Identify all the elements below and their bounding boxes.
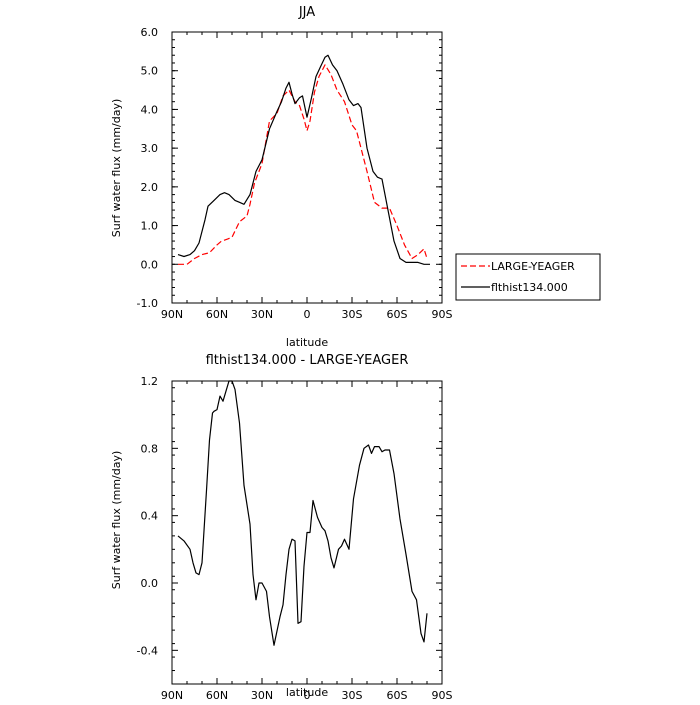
y-tick-label: 0.0	[141, 258, 159, 271]
x-tick-label: 60S	[387, 689, 408, 700]
series-layer	[177, 380, 428, 646]
y-tick-label: -1.0	[137, 297, 158, 310]
legend-label-large-yeager: LARGE-YEAGER	[491, 260, 575, 273]
x-tick-label: 30N	[251, 308, 273, 321]
series-line-difference	[177, 380, 428, 646]
x-tick-label: 30S	[342, 308, 363, 321]
x-tick-label: 90N	[161, 689, 183, 700]
y-tick-label: 0.0	[141, 577, 159, 590]
legend-box	[455, 253, 601, 301]
chart-panel-top: JJA 90N 60N 30N 0 30S 60S 90S -1.0 0.0 1.0 2.0 3.0…	[110, 5, 453, 349]
plot-frame	[171, 31, 443, 304]
x-tick-label: 60N	[206, 308, 228, 321]
x-tick-label: 0	[304, 308, 311, 321]
x-axis: 90N 60N 30N 0 30S 60S 90S	[161, 32, 453, 321]
legend-label-flthist134: flthist134.000	[491, 281, 568, 294]
x-tick-label: 30N	[251, 689, 273, 700]
y-tick-label: 1.2	[141, 375, 159, 388]
y-axis-label: Surf water flux (mm/day)	[110, 451, 123, 590]
x-tick-label: 90S	[432, 689, 453, 700]
x-axis: 90N 60N 30N 0 30S 60S 90S	[161, 381, 453, 702]
x-tick-label: 0	[304, 689, 311, 700]
y-tick-label: 0.4	[141, 510, 159, 523]
x-tick-label: 90N	[161, 308, 183, 321]
y-axis-label: Surf water flux (mm/day)	[110, 99, 123, 238]
y-tick-label: 3.0	[141, 142, 159, 155]
x-tick-label: 30S	[342, 689, 363, 700]
chart-title: JJA	[298, 5, 315, 20]
y-tick-label: -0.4	[137, 644, 158, 657]
x-tick-label: 90S	[432, 308, 453, 321]
series-layer	[177, 54, 430, 265]
x-axis-label: latitude	[286, 686, 328, 699]
chart-title: flthist134.000 - LARGE-YEAGER	[206, 353, 409, 368]
x-tick-label: 60S	[387, 308, 408, 321]
y-axis: -0.4 0.0 0.4 0.8 1.2	[137, 375, 442, 685]
x-axis-label: latitude	[286, 336, 328, 349]
y-tick-label: 4.0	[141, 103, 159, 116]
y-tick-label: 1.0	[141, 220, 159, 233]
series-line-large-yeager	[178, 64, 428, 265]
series-line-flthist134-000	[177, 54, 430, 265]
y-tick-label: 5.0	[141, 65, 159, 78]
y-tick-label: 0.8	[141, 442, 159, 455]
y-tick-label: 2.0	[141, 181, 159, 194]
legend: LARGE-YEAGER flthist134.000	[455, 253, 601, 301]
y-axis: -1.0 0.0 1.0 2.0 3.0 4.0 5.0 6.0	[137, 26, 442, 310]
x-tick-label: 60N	[206, 689, 228, 700]
y-tick-label: 6.0	[141, 26, 159, 39]
chart-panel-bottom: flthist134.000 - LARGE-YEAGER 90N 60N 30N 0…	[110, 353, 453, 702]
